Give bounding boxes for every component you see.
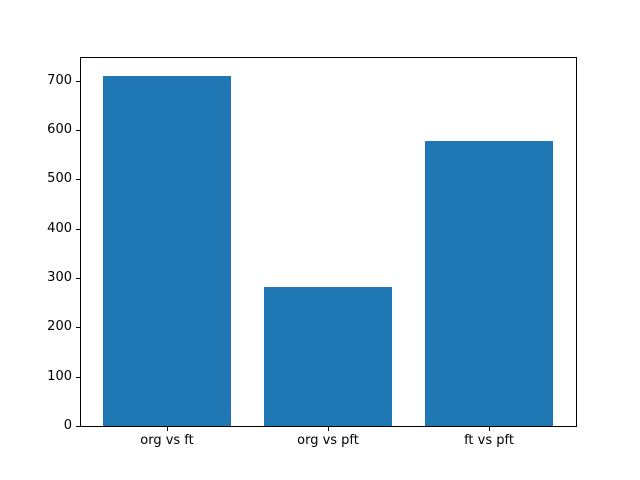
x-tick-label: ft vs pft (464, 433, 514, 448)
x-tick-mark (328, 427, 329, 431)
y-tick-label: 0 (63, 418, 72, 433)
bar-ft-vs-pft (424, 141, 554, 426)
y-tick-mark (76, 130, 80, 131)
y-tick-label: 400 (47, 221, 72, 236)
y-tick-mark (76, 179, 80, 180)
y-tick-label: 500 (47, 171, 72, 186)
x-tick-label: org vs ft (140, 433, 194, 448)
plot-area (80, 57, 577, 427)
y-tick-mark (76, 426, 80, 427)
bar-org-vs-pft (263, 287, 393, 426)
y-tick-mark (76, 81, 80, 82)
y-tick-label: 600 (47, 122, 72, 137)
x-tick-mark (489, 427, 490, 431)
y-tick-label: 700 (47, 73, 72, 88)
y-tick-mark (76, 327, 80, 328)
y-tick-label: 300 (47, 270, 72, 285)
y-tick-mark (76, 229, 80, 230)
y-tick-label: 200 (47, 319, 72, 334)
y-tick-mark (76, 278, 80, 279)
y-tick-label: 100 (47, 369, 72, 384)
x-tick-mark (167, 427, 168, 431)
y-tick-mark (76, 377, 80, 378)
bar-org-vs-ft (102, 75, 232, 426)
x-tick-label: org vs pft (297, 433, 359, 448)
